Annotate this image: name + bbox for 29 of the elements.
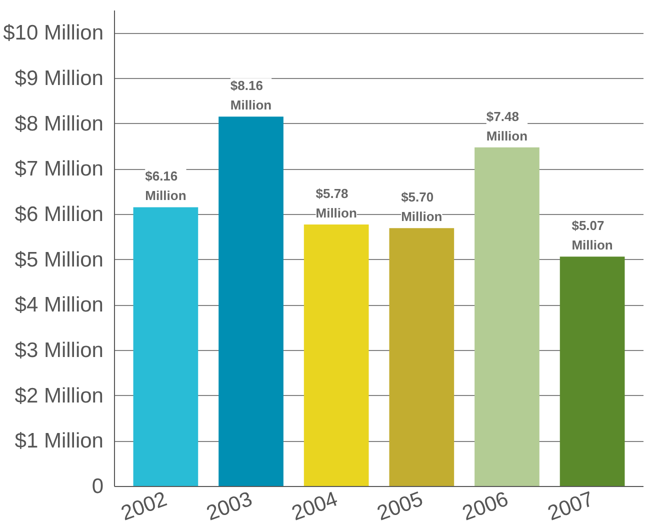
data-label: $5.07 Million bbox=[572, 218, 613, 253]
y-tick-label: $5 Million bbox=[14, 248, 104, 272]
x-tick-label: 2003 bbox=[204, 488, 256, 526]
y-tick-label: $10 Million bbox=[3, 22, 104, 45]
data-label: $5.70 Million bbox=[401, 190, 442, 224]
y-tick-label: $7 Million bbox=[14, 158, 104, 181]
data-label: $7.48 Million bbox=[486, 108, 528, 144]
x-tick-label: 2007 bbox=[544, 488, 597, 526]
x-tick-label: 2006 bbox=[460, 488, 512, 526]
y-tick-label: $1 Million bbox=[14, 430, 104, 453]
y-tick-label: $6 Million bbox=[14, 203, 104, 226]
data-label: $6.16 Million bbox=[145, 168, 186, 204]
data-label: $8.16 Million bbox=[230, 78, 272, 113]
bar bbox=[218, 116, 284, 486]
y-tick-label: $8 Million bbox=[14, 112, 104, 136]
data-label: $5.78 Million bbox=[316, 186, 357, 220]
bar bbox=[474, 147, 540, 486]
y-tick-label: $4 Million bbox=[14, 294, 104, 317]
y-tick-label: $9 Million bbox=[14, 67, 104, 90]
bar bbox=[304, 224, 369, 486]
y-tick-label: $3 Million bbox=[14, 339, 104, 362]
x-tick-label: 2005 bbox=[374, 488, 426, 526]
bar bbox=[133, 207, 198, 486]
x-tick-label: 2004 bbox=[288, 488, 341, 526]
bar bbox=[560, 256, 625, 486]
y-tick-label: 0 bbox=[92, 475, 104, 498]
y-tick-label: $2 Million bbox=[14, 384, 104, 408]
x-tick-label: 2002 bbox=[118, 488, 170, 526]
bar bbox=[389, 228, 454, 486]
